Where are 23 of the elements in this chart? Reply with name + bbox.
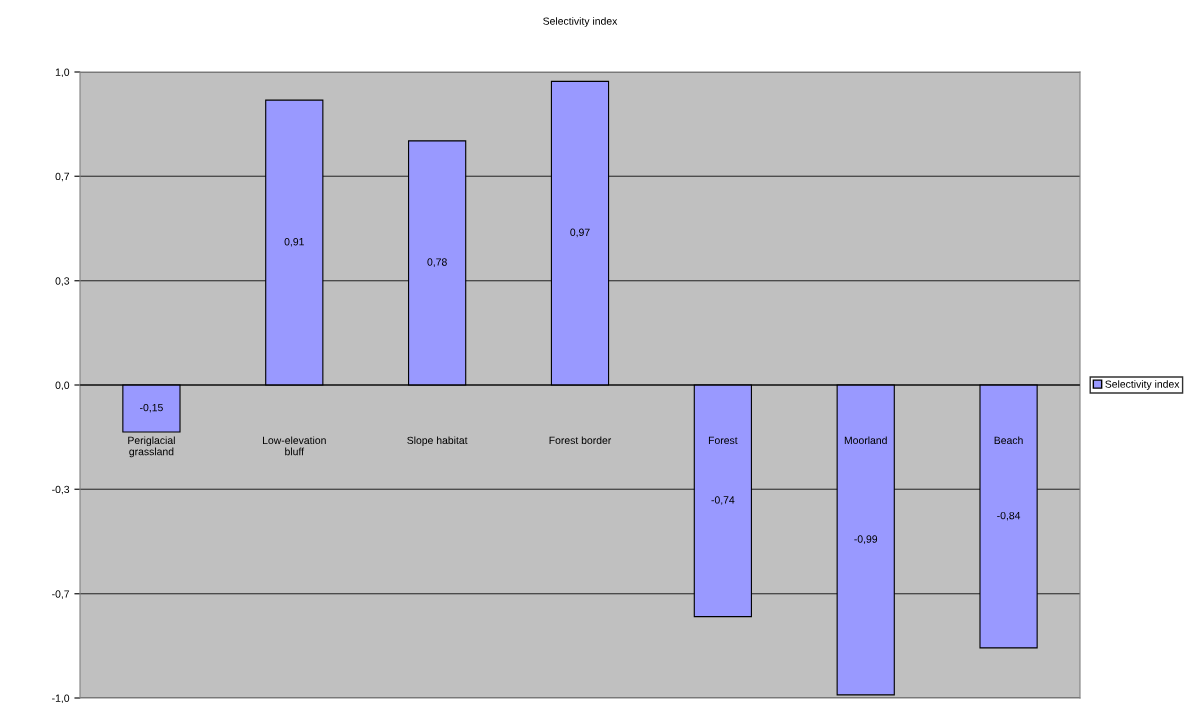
y-tick-label: -0,7 <box>52 590 70 599</box>
y-tick-label: 0,0 <box>55 381 70 391</box>
data-label: 0,78 <box>427 258 447 267</box>
chart-title: Selectivity index <box>543 17 618 27</box>
x-tick-label: Forest border <box>549 436 612 445</box>
y-tick-label: 1,0 <box>55 68 70 78</box>
x-tick-label: Forest <box>708 436 738 445</box>
y-tick-label: -0,3 <box>52 485 70 495</box>
data-label: -0,74 <box>711 496 735 505</box>
data-label: -0,84 <box>997 511 1021 521</box>
y-tick-label: 0,3 <box>55 277 70 286</box>
x-tick-label: Moorland <box>844 436 887 445</box>
data-label: 0,91 <box>284 238 304 247</box>
x-tick-label: Beach <box>994 436 1023 445</box>
y-tick-label: 0,7 <box>55 172 70 182</box>
y-tick-label: -1,0 <box>52 694 70 704</box>
data-label: 0,97 <box>570 228 590 238</box>
legend-label: Selectivity index <box>1105 380 1180 390</box>
x-tick-label: Periglacial grassland <box>128 436 175 458</box>
data-label: -0,99 <box>854 535 878 544</box>
x-tick-label: Slope habitat <box>407 436 468 447</box>
x-tick-label: Low-elevation bluff <box>263 436 326 456</box>
data-label: -0,15 <box>140 403 163 413</box>
